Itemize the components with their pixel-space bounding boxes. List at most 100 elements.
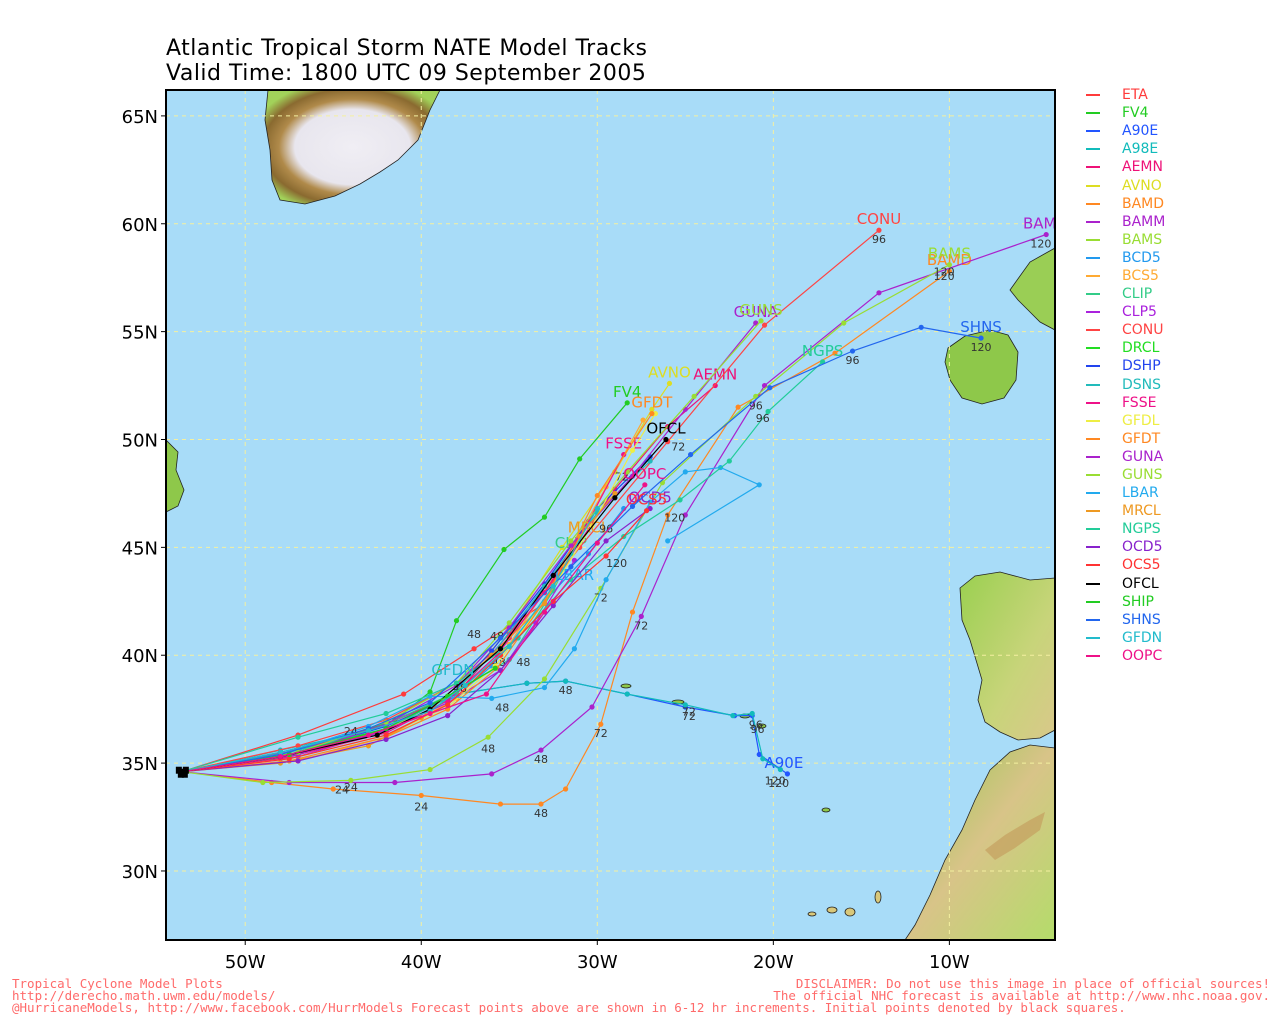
forecast-hour-label: 120 — [765, 775, 786, 788]
legend-swatch — [1086, 94, 1100, 97]
legend-swatch — [1086, 401, 1100, 404]
forecast-hour-label: 48 — [559, 684, 573, 697]
legend-label: GFDT — [1122, 430, 1161, 447]
forecast-point — [629, 503, 636, 509]
legend-item-ocd5: OCD5 — [1086, 538, 1276, 556]
legend-item-bamm: BAMM — [1086, 213, 1276, 231]
forecast-point — [577, 456, 583, 462]
land-iberia — [959, 571, 1055, 741]
forecast-point — [383, 736, 389, 742]
forecast-hour-label: 48 — [534, 807, 548, 820]
legend-item-ngps: NGPS — [1086, 520, 1276, 538]
legend-label: OFCL — [1122, 575, 1159, 592]
legend-item-ofcl: OFCL — [1086, 575, 1276, 593]
track-end-label: CONU — [857, 210, 901, 228]
forecast-point — [541, 684, 548, 691]
lon-tick-label: 50W — [225, 952, 266, 973]
track-end-label: GFDT — [631, 394, 673, 412]
forecast-point — [563, 786, 569, 792]
forecast-point — [665, 538, 671, 544]
forecast-point — [541, 514, 548, 520]
legend-item-gfdt: GFDT — [1086, 430, 1276, 448]
forecast-point — [784, 771, 791, 777]
legend-item-guns: GUNS — [1086, 466, 1276, 484]
forecast-point — [445, 713, 451, 719]
land-madeira — [821, 807, 831, 813]
legend-label: AVNO — [1122, 177, 1162, 194]
legend-label: AEMN — [1122, 159, 1163, 176]
footer-site-url[interactable]: http://derecho.math.uwm.edu/models/ — [12, 988, 276, 1003]
forecast-hour-label: 120 — [768, 777, 789, 790]
legend-item-mrcl: MRCL — [1086, 502, 1276, 520]
forecast-point — [978, 335, 984, 341]
legend-label: DSNS — [1122, 376, 1162, 393]
lat-tick-label: 30N — [122, 862, 158, 883]
legend-item-ship: SHIP — [1086, 593, 1276, 611]
forecast-point — [550, 572, 556, 579]
legend-label: LBAR — [1122, 485, 1159, 502]
legend-item-oopc: OOPC — [1086, 647, 1276, 665]
forecast-point — [876, 290, 882, 296]
forecast-point — [624, 469, 630, 475]
forecast-point — [691, 393, 697, 399]
forecast-point — [682, 702, 688, 708]
legend-label: OOPC — [1122, 647, 1163, 664]
legend-swatch — [1086, 202, 1100, 205]
legend-label: DRCL — [1122, 340, 1160, 357]
track-shns: 96 120 SHNS — [181, 318, 1002, 773]
legend-item-bcs5: BCS5 — [1086, 267, 1276, 285]
forecast-point — [730, 713, 736, 719]
forecast-hour-label: 72 — [634, 619, 648, 632]
forecast-hour-label: 72 — [594, 591, 608, 604]
legend-item-clip: CLIP — [1086, 285, 1276, 303]
legend-item-bams: BAMS — [1086, 231, 1276, 249]
forecast-point — [497, 635, 504, 641]
forecast-point — [563, 678, 569, 684]
legend-item-bcd5: BCD5 — [1086, 249, 1276, 267]
forecast-point — [365, 732, 372, 738]
forecast-point — [735, 404, 741, 410]
legend-label: CLIP — [1122, 286, 1153, 303]
lat-tick-label: 45N — [122, 538, 158, 559]
legend-item-a90e: A90E — [1086, 122, 1276, 140]
forecast-point — [497, 646, 504, 652]
forecast-hour-label: 120 — [1030, 237, 1051, 250]
forecast-hour-label: 48 — [467, 628, 481, 641]
legend-label: SHNS — [1122, 611, 1161, 628]
forecast-point — [348, 777, 354, 783]
legend-swatch — [1086, 365, 1100, 368]
legend-label: MRCL — [1122, 503, 1161, 520]
chart-title-line2: Valid Time: 1800 UTC 09 September 2005 — [166, 61, 647, 86]
legend-swatch — [1086, 148, 1100, 151]
forecast-point — [568, 564, 574, 570]
footer-left: Tropical Cyclone Model Plots http://dere… — [12, 977, 276, 1003]
legend-label: FV4 — [1122, 105, 1149, 122]
legend-item-a98e: A98E — [1086, 140, 1276, 158]
legend-label: BCD5 — [1122, 249, 1161, 266]
legend-swatch — [1086, 546, 1100, 549]
legend-swatch — [1086, 618, 1100, 621]
legend-item-avno: AVNO — [1086, 176, 1276, 194]
forecast-hour-label: 72 — [594, 727, 608, 740]
forecast-point — [666, 380, 673, 387]
track-end-label: MRCL — [568, 519, 610, 537]
forecast-hour-label: 96 — [749, 719, 763, 732]
legend-label: BAMS — [1122, 231, 1163, 248]
forecast-point — [485, 734, 491, 740]
forecast-point — [330, 786, 336, 792]
axis-labels: 65N 60N 55N 50N 45N 40N 35N 30N 50W 40W 30W 20W 10W — [122, 107, 970, 973]
forecast-hour-label: 120 — [664, 511, 685, 524]
lat-tick-label: 60N — [122, 215, 158, 236]
track-end-label: GUNA — [734, 303, 779, 321]
track-end-label: OCD5 — [628, 489, 671, 507]
legend-label: A90E — [1122, 123, 1159, 140]
track-end-label: SHNS — [960, 318, 1002, 336]
track-end-label: AVNO — [648, 363, 691, 381]
track-end-label: BAMS — [928, 245, 971, 263]
land-newfoundland — [166, 439, 185, 513]
track-end-label: FV4 — [613, 383, 641, 401]
track-end-label: NGPS — [802, 342, 843, 360]
lat-tick-label: 55N — [122, 323, 158, 344]
